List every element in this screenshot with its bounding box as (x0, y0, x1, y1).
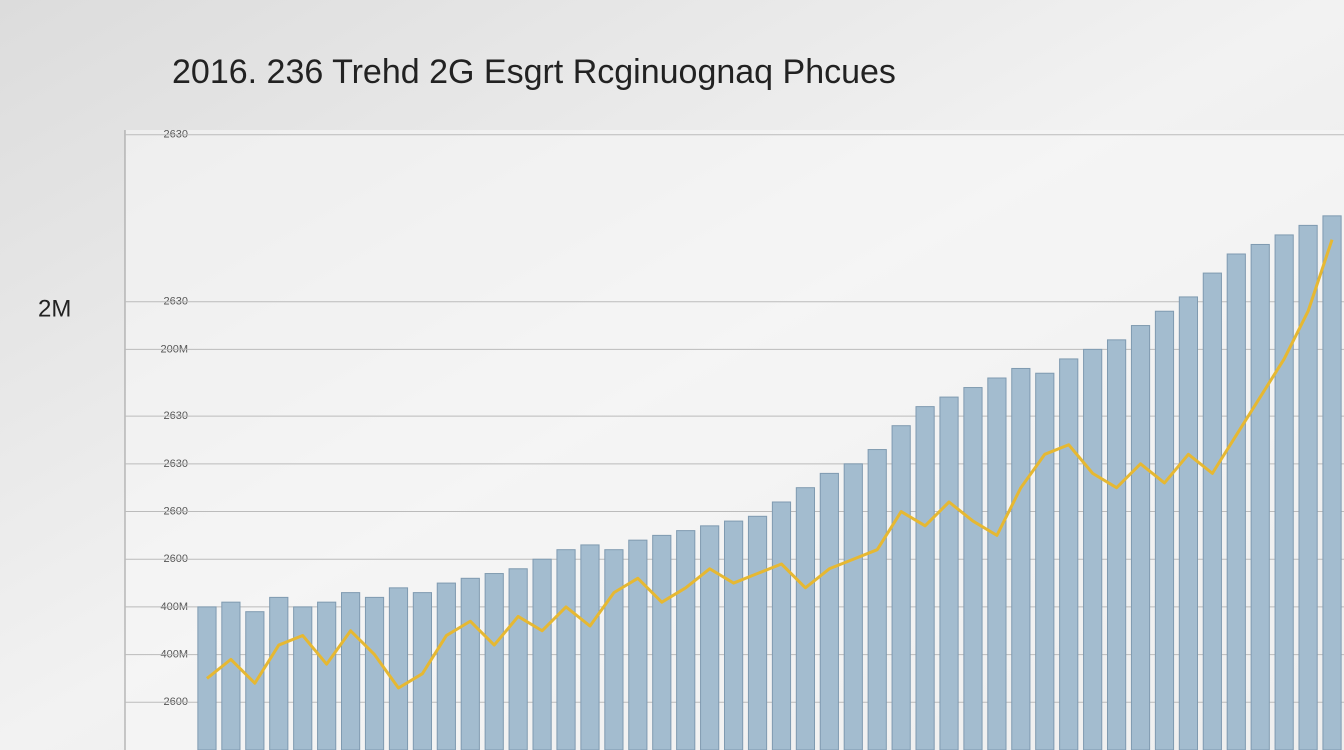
bar (1130, 325, 1151, 750)
bar (652, 534, 672, 750)
bar (388, 587, 409, 750)
bar (915, 406, 935, 750)
bar (891, 425, 911, 750)
bar (843, 463, 863, 750)
bar (340, 592, 361, 750)
bar (604, 549, 624, 750)
chart-title: 2016. 236 Trehd 2G Esgrt Rcginuognaq Phc… (172, 53, 896, 91)
bar (532, 558, 552, 750)
bar (819, 472, 839, 750)
bar (580, 544, 600, 750)
bar (1202, 272, 1222, 750)
bar (963, 387, 983, 750)
bar (795, 487, 816, 750)
bar (1106, 339, 1127, 750)
bar (508, 568, 528, 750)
bar (1178, 296, 1199, 750)
bar (700, 525, 720, 750)
bar (364, 596, 385, 750)
bar (747, 515, 768, 750)
bar (484, 573, 504, 750)
bar (221, 601, 241, 750)
bar (460, 577, 480, 750)
bar (1059, 358, 1079, 750)
bar (867, 449, 887, 750)
bar (676, 530, 696, 750)
bar (1154, 310, 1175, 750)
bar (556, 549, 576, 750)
side-label: 2M (38, 295, 71, 322)
bar (1322, 215, 1342, 750)
bar (293, 606, 313, 750)
bar (771, 501, 792, 750)
bar (1083, 348, 1103, 750)
bar (436, 582, 456, 750)
bar (1274, 234, 1294, 750)
bar (1250, 243, 1270, 750)
bar (1011, 367, 1031, 750)
bar (269, 596, 289, 750)
bar (1298, 224, 1318, 750)
bar (628, 539, 648, 750)
bar (317, 601, 337, 750)
bar (939, 396, 959, 750)
bar (1035, 372, 1055, 750)
bar (987, 377, 1007, 750)
line (206, 239, 1334, 690)
bar (723, 520, 744, 750)
bar (1226, 253, 1246, 750)
